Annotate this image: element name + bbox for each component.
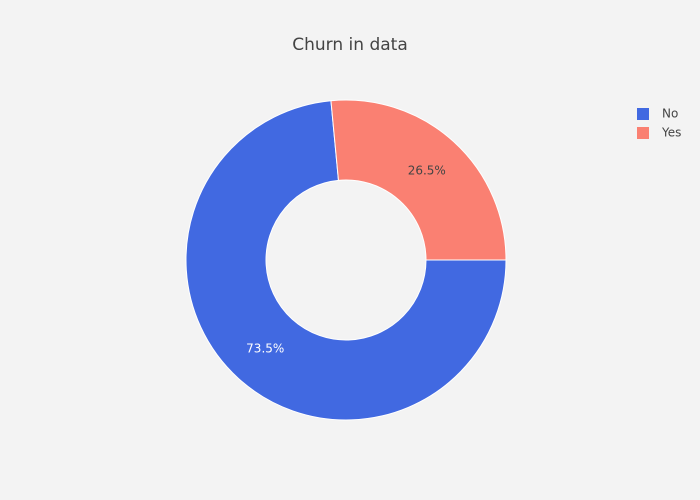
chart-title: Churn in data: [292, 35, 407, 55]
legend-label: No: [662, 107, 678, 121]
slice-label: 73.5%: [246, 341, 284, 355]
legend-label: Yes: [661, 126, 681, 140]
pie-slice: [185, 100, 507, 421]
legend-swatch: [637, 127, 649, 139]
legend-swatch: [637, 108, 649, 120]
slice-label: 26.5%: [408, 164, 446, 178]
pie-slice: [330, 99, 507, 261]
